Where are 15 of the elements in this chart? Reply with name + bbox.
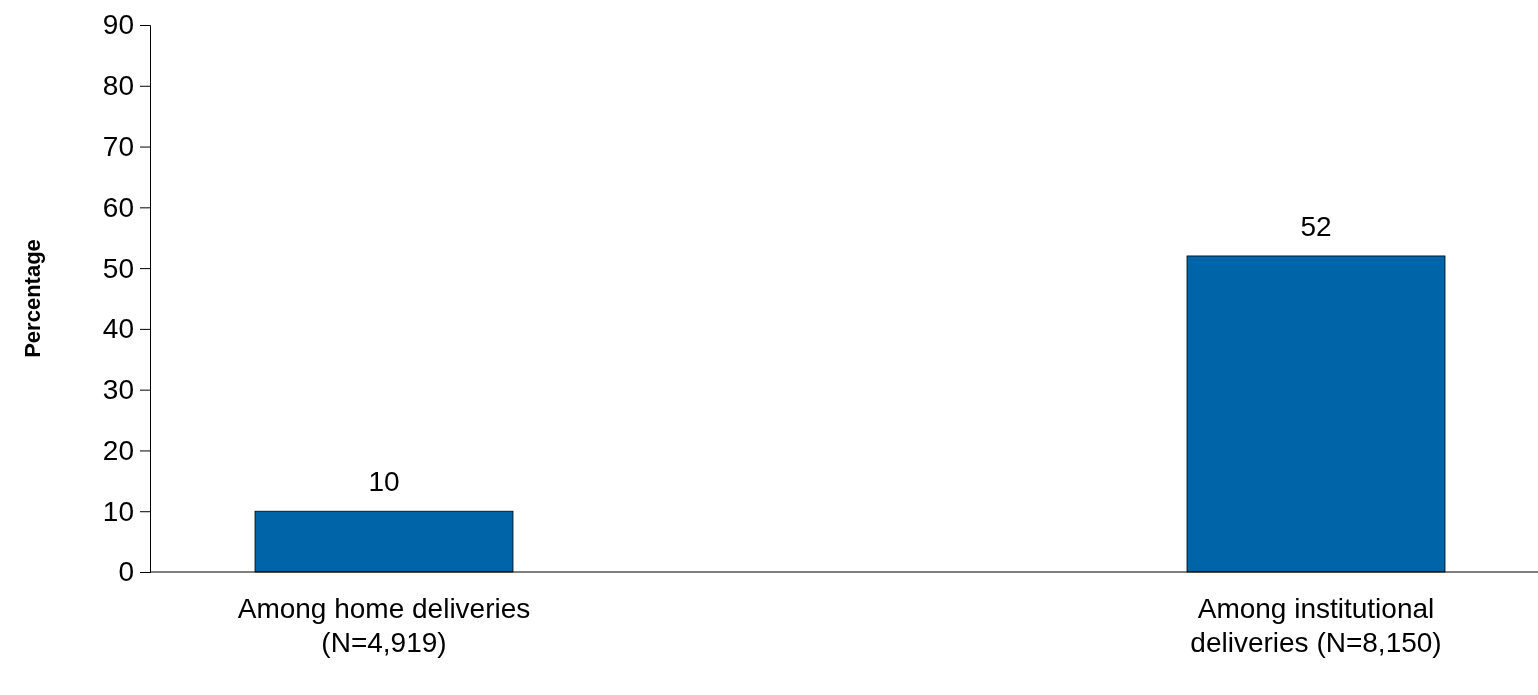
y-tick-label: 50: [102, 252, 134, 284]
y-tick-label: 90: [102, 9, 134, 41]
y-tick-label: 80: [102, 70, 134, 102]
data-label: 10: [368, 466, 400, 498]
y-axis-title: Percentage: [20, 239, 45, 358]
x-tick-label: Among institutional deliveries (N=8,150): [1190, 593, 1442, 658]
y-tick-label: 20: [102, 434, 134, 466]
data-label: 52: [1300, 210, 1332, 242]
x-tick-label: Among home deliveries (N=4,919): [237, 593, 531, 658]
y-tick-label: 40: [102, 313, 134, 345]
y-tick-label: 0: [118, 556, 134, 588]
y-tick-label: 10: [102, 495, 134, 527]
y-tick-label: 60: [102, 191, 134, 223]
y-tick-label: 30: [102, 374, 134, 406]
y-tick-label: 70: [102, 131, 134, 163]
